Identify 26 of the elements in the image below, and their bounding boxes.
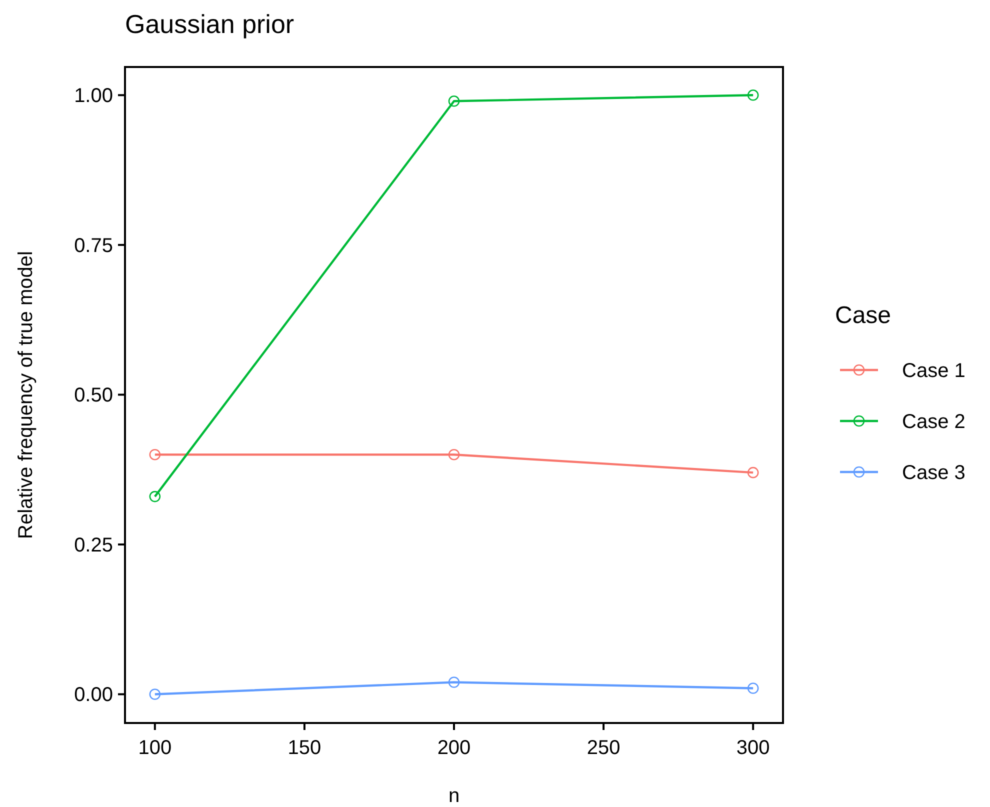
x-tick-label: 200 bbox=[437, 737, 471, 759]
point bbox=[747, 682, 759, 694]
legend-label: Case 1 bbox=[902, 360, 966, 382]
point bbox=[149, 448, 161, 460]
x-tick-label: 150 bbox=[288, 737, 322, 759]
y-axis-title: Relative frequency of true model bbox=[15, 251, 37, 539]
point bbox=[448, 448, 460, 460]
point bbox=[149, 688, 161, 700]
y-tick-label: 0.50 bbox=[74, 384, 113, 407]
y-tick-label: 0.75 bbox=[74, 234, 113, 257]
y-tick-label: 0.00 bbox=[74, 684, 113, 706]
legend-label: Case 2 bbox=[902, 411, 966, 433]
point bbox=[747, 466, 759, 478]
y-tick-label: 1.00 bbox=[74, 85, 113, 108]
x-tick-label: 100 bbox=[138, 737, 172, 759]
point bbox=[448, 96, 460, 107]
x-tick-label: 300 bbox=[736, 737, 770, 759]
point bbox=[448, 676, 460, 688]
x-tick-label: 250 bbox=[586, 737, 620, 759]
legend-title: Case bbox=[835, 302, 892, 329]
point bbox=[149, 490, 161, 502]
legend-label: Case 3 bbox=[902, 462, 966, 484]
chart-title: Gaussian prior bbox=[125, 9, 294, 39]
point bbox=[747, 90, 759, 101]
x-axis-title: n bbox=[448, 785, 460, 807]
y-tick-label: 0.25 bbox=[74, 534, 113, 556]
